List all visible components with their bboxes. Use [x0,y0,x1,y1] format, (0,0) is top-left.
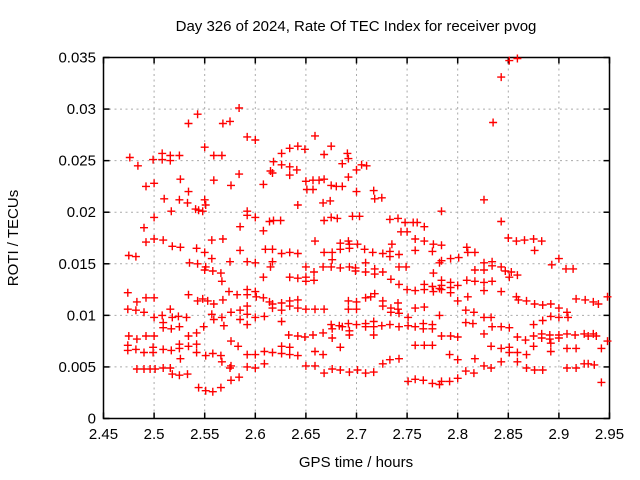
x-tick-label: 2.6 [245,426,266,443]
plot-border [102,56,611,420]
x-tick-label: 2.5 [144,426,165,443]
y-tick-label: 0.03 [67,101,96,118]
x-tick-label: 2.7 [346,426,367,443]
chart-title: Day 326 of 2024, Rate Of TEC Index for r… [176,18,537,35]
y-tick-label: 0.015 [58,256,96,273]
y-tick-label: 0.025 [58,153,96,170]
y-tick-label: 0 [88,411,96,428]
x-axis-label: GPS time / hours [299,454,413,471]
grid-lines [103,57,610,419]
y-tick-label: 0.035 [58,50,96,67]
x-tick-label: 2.55 [190,426,219,443]
x-tick-label: 2.85 [494,426,523,443]
scatter-points-layer [123,54,612,396]
x-tick-label: 2.9 [548,426,569,443]
y-tick-label: 0.02 [67,204,96,221]
y-tick-label: 0.005 [58,359,96,376]
x-tick-label: 2.65 [291,426,320,443]
y-axis-label: ROTI / TECUs [5,190,22,286]
x-tick-label: 2.95 [595,426,624,443]
x-tick-label: 2.8 [447,426,468,443]
y-tick-label: 0.01 [67,307,96,324]
x-tick-label: 2.75 [392,426,421,443]
scatter-points [123,54,612,396]
axis-text-layer: Day 326 of 2024, Rate Of TEC Index for r… [5,18,624,471]
x-tick-label: 2.45 [89,426,118,443]
